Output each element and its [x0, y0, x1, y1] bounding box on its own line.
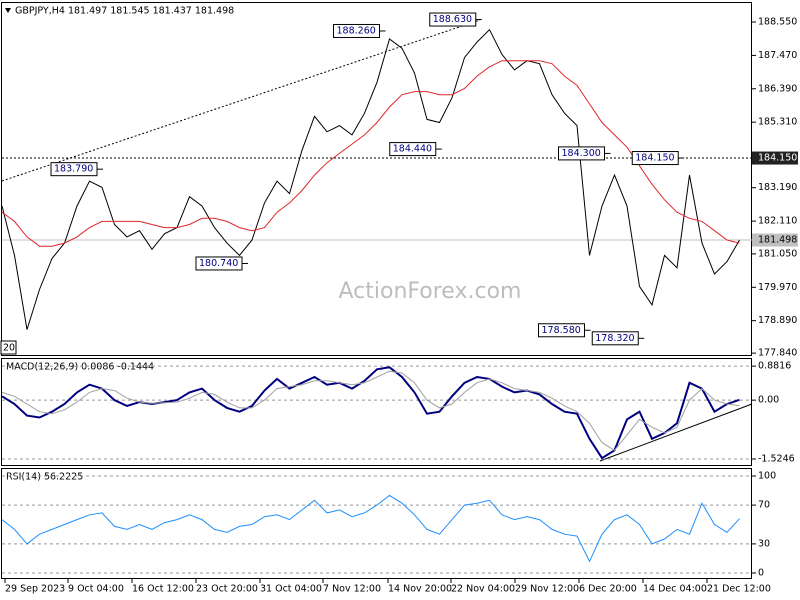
y-tick-label: 70: [758, 500, 770, 511]
y-tick-label: 187.470: [758, 50, 797, 61]
y-tick-label: 183.190: [758, 182, 797, 193]
x-tick-label: 29 Nov 12:00: [515, 584, 579, 595]
clipped-label: 20: [3, 343, 15, 354]
macd-trend-line: [599, 403, 753, 462]
y-tick-label: 30: [758, 538, 770, 549]
y-tick-label: 0.8816: [758, 361, 791, 372]
annotation-label: 188.260: [337, 25, 376, 36]
x-tick-label: 29 Sep 2023: [5, 584, 65, 595]
x-tick-label: 7 Nov 12:00: [323, 584, 381, 595]
x-tick-label: 14 Dec 04:00: [643, 584, 707, 595]
level-label-box: [752, 151, 798, 165]
series-line: [1, 60, 740, 247]
macd-panel: [1, 358, 752, 466]
y-tick-label: 185.310: [758, 117, 797, 128]
y-tick-label: 188.550: [758, 17, 797, 28]
y-tick-label: 179.970: [758, 282, 797, 293]
price-title: GBPJPY,H4 181.497 181.545 181.437 181.49…: [15, 6, 234, 17]
price-panel: [1, 2, 752, 356]
x-tick-label: 16 Oct 12:00: [132, 584, 194, 595]
x-tick-label: 14 Nov 20:00: [388, 584, 452, 595]
series-line: [1, 370, 740, 451]
y-tick-label: 186.390: [758, 83, 797, 94]
watermark: ActionForex.com: [339, 279, 522, 304]
y-tick-label: -1.5246: [758, 454, 795, 465]
series-line: [1, 494, 740, 563]
annotation-label: 183.790: [54, 164, 93, 175]
x-tick-label: 6 Dec 20:00: [579, 584, 637, 595]
y-tick-label: 181.050: [758, 248, 797, 259]
series-line: [1, 28, 740, 330]
annotation-label: 184.150: [635, 153, 674, 164]
level-label: 184.150: [758, 153, 797, 164]
annotation-label: 178.320: [595, 333, 634, 344]
annotation-label: 188.630: [433, 14, 472, 25]
macd-title: MACD(12,26,9) 0.0086 -0.1444: [6, 362, 154, 373]
y-tick-label: 0: [758, 568, 764, 579]
y-tick-label: 100: [758, 471, 776, 482]
rsi-title: RSI(14) 56.2225: [6, 472, 83, 483]
annotation-label: 184.440: [393, 144, 432, 155]
x-tick-label: 31 Oct 04:00: [260, 584, 322, 595]
last-price-label: 181.498: [758, 235, 797, 246]
last-price-box: [752, 233, 798, 247]
annotation-label: 180.740: [199, 258, 238, 269]
y-tick-label: 182.110: [758, 216, 797, 227]
clipped-label-box: [0, 340, 17, 355]
x-tick-label: 23 Oct 20:00: [196, 584, 258, 595]
x-tick-label: 21 Dec 12:00: [707, 584, 771, 595]
series-line: [1, 366, 740, 460]
x-tick-label: 9 Oct 04:00: [68, 584, 124, 595]
rsi-panel: [1, 468, 752, 579]
annotation-label: 184.300: [562, 148, 601, 159]
y-tick-label: 178.890: [758, 315, 797, 326]
y-tick-label: 0.00: [758, 395, 779, 406]
symbol-marker: [5, 8, 11, 13]
x-tick-label: 22 Nov 04:00: [451, 584, 515, 595]
y-tick-label: 177.840: [758, 348, 797, 359]
annotation-label: 178.580: [542, 325, 581, 336]
